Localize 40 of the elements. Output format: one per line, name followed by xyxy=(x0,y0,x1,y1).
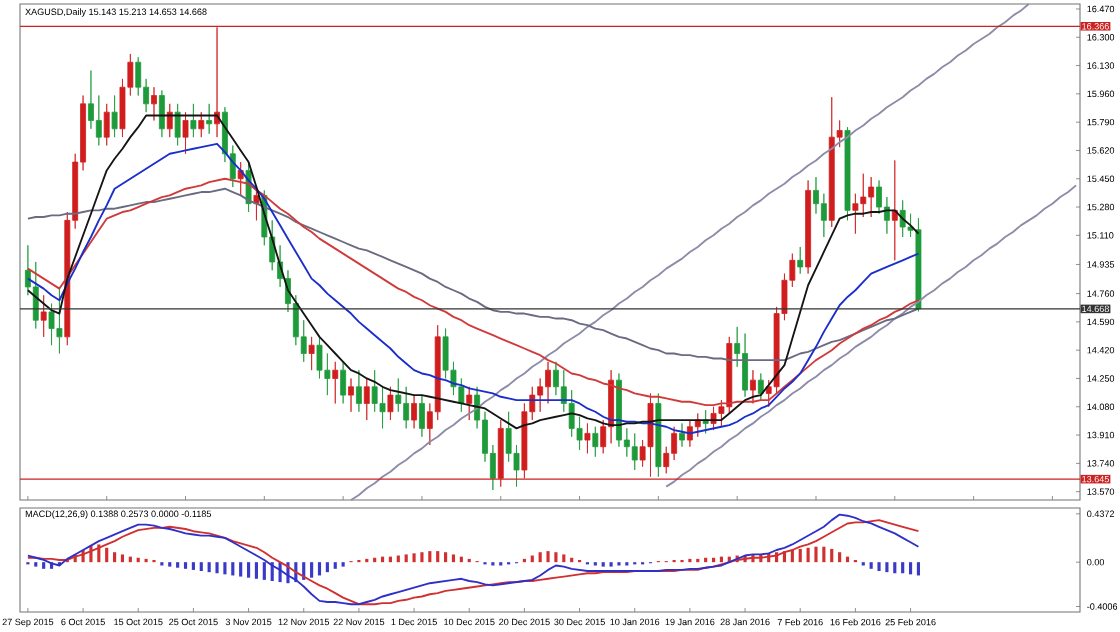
candlestick xyxy=(166,103,173,138)
candlestick xyxy=(631,433,638,471)
candlestick xyxy=(363,378,370,421)
candlestick xyxy=(592,426,599,458)
candlestick xyxy=(915,217,922,312)
candlestick xyxy=(387,386,394,421)
candlestick xyxy=(198,111,205,138)
candlestick xyxy=(308,336,315,371)
candlestick xyxy=(679,423,685,448)
candlestick xyxy=(419,394,425,438)
line-series xyxy=(350,3,1030,501)
candlestick xyxy=(332,361,339,404)
candlestick xyxy=(403,386,410,429)
candlestick xyxy=(190,103,197,138)
candlestick xyxy=(466,386,473,421)
candlestick xyxy=(182,111,189,155)
candlestick xyxy=(750,369,756,404)
candlestick xyxy=(844,126,851,221)
candlestick xyxy=(868,176,875,218)
candlestick xyxy=(206,103,213,135)
candlestick xyxy=(655,393,662,478)
candlestick xyxy=(103,103,110,146)
candlestick xyxy=(40,294,47,338)
candlestick xyxy=(340,361,347,404)
candlestick xyxy=(411,394,417,429)
candlestick xyxy=(584,423,591,454)
line-series xyxy=(665,184,1077,488)
candlestick xyxy=(757,373,764,401)
candlestick xyxy=(828,96,835,228)
candlestick xyxy=(158,90,165,138)
candlestick xyxy=(545,361,551,404)
candlestick xyxy=(111,95,118,138)
candlestick xyxy=(742,333,748,398)
candlestick xyxy=(151,86,157,121)
candlestick xyxy=(174,103,181,146)
candlestick xyxy=(805,180,812,275)
candlestick xyxy=(797,246,804,275)
candlestick xyxy=(56,286,63,354)
candlestick xyxy=(355,369,362,413)
candlestick xyxy=(348,378,354,413)
